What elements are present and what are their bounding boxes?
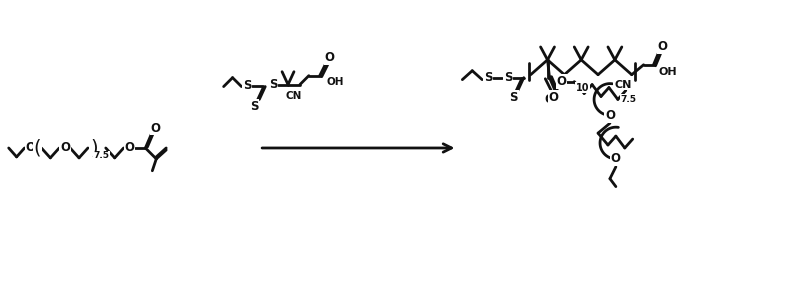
Text: O: O [611,152,621,165]
Text: O: O [556,75,567,88]
Text: O: O [544,93,555,106]
Text: O: O [60,142,70,154]
Text: O: O [324,51,335,64]
Text: CN: CN [614,80,631,90]
Text: 7.5: 7.5 [94,152,110,160]
Text: O: O [150,122,160,135]
Text: O: O [25,142,36,154]
Text: S: S [484,71,492,84]
Text: O: O [548,91,559,104]
Text: ): ) [90,138,98,157]
Text: O: O [125,142,135,154]
Text: S: S [250,100,259,113]
Text: O: O [605,109,615,122]
Text: S: S [503,71,512,84]
Text: (: ( [34,138,41,157]
Text: 10: 10 [575,83,589,93]
Text: S: S [243,79,252,92]
Text: S: S [269,78,278,91]
Text: OH: OH [327,77,344,87]
Text: O: O [657,41,667,53]
Text: S: S [510,91,518,104]
Text: 7.5: 7.5 [621,95,637,104]
Text: OH: OH [659,67,677,77]
Text: CN: CN [286,91,302,102]
